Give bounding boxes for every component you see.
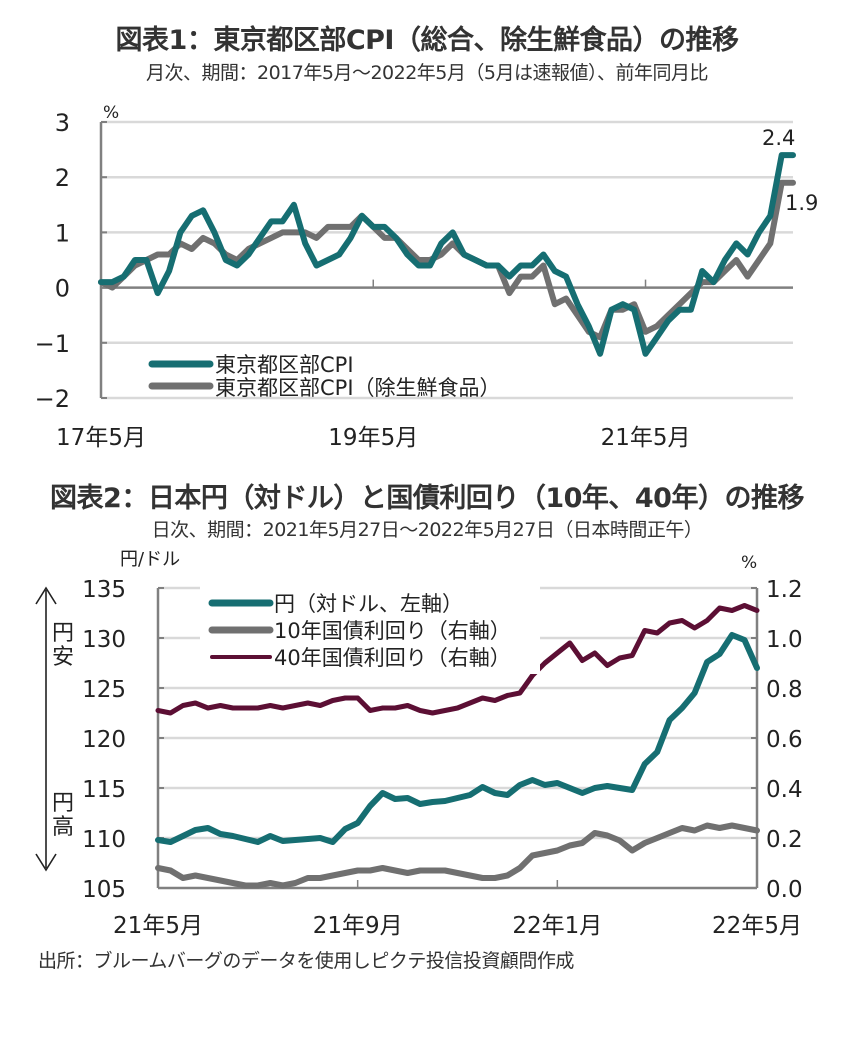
y-tick-label: 0 <box>55 275 70 303</box>
y-tick-label: 3 <box>55 109 70 137</box>
series-line-yen <box>155 632 760 845</box>
chart2-left-unit: 円/ドル <box>120 549 180 570</box>
side-label-char: 安 <box>52 645 74 670</box>
y-tick-label: −2 <box>35 385 70 413</box>
chart1-subtitle: 月次、期間：2017年5月～2022年5月（5月は速報値）、前年同月比 <box>146 62 708 84</box>
yen-direction-arrow <box>35 586 57 872</box>
side-label-char: 円 <box>52 621 74 646</box>
x-tick-label: 17年5月 <box>56 425 146 451</box>
x-tick-label: 19年5月 <box>328 425 418 451</box>
label-yen-strong: 円高 <box>52 791 74 840</box>
legend-label-jgb10: 10年国債利回り（右軸） <box>274 619 511 643</box>
y-tick-label: 1 <box>55 219 70 247</box>
y-right-tick-label: 0.8 <box>766 677 803 703</box>
arrow-up-icon <box>35 586 57 605</box>
side-label-char: 高 <box>52 815 74 840</box>
y-left-tick-label: 110 <box>82 827 126 853</box>
chart1-legend: 東京都区部CPI 東京都区部CPI（除生鮮食品） <box>148 353 501 400</box>
chart2-yen-yields: 135 1.2 130 1.0 125 0.8 120 0.6 115 0.4 110 0.2 105 0… <box>35 549 803 939</box>
annotation-cpi-latest: 2.4 <box>762 126 795 150</box>
label-yen-weak: 円安 <box>52 621 74 670</box>
legend-label-yen: 円（対ドル、左軸） <box>274 592 463 616</box>
legend-label-cpi-core: 東京都区部CPI（除生鮮食品） <box>215 376 501 400</box>
chart1-cpi: 3 2 1 0 −1 −2 17年5月 19年5月 21年5月 % 東京都区部CPI 東京都区… <box>35 103 819 451</box>
y-right-tick-label: 0.2 <box>766 827 803 853</box>
chart2-right-unit: % <box>741 553 757 573</box>
x-tick-label: 22年5月 <box>712 913 802 939</box>
x-tick-label: 22年1月 <box>512 913 602 939</box>
y-left-tick-label: 120 <box>82 727 126 753</box>
y-right-tick-label: 0.0 <box>766 877 803 903</box>
y-left-tick-label: 130 <box>82 627 126 653</box>
legend-label-cpi: 東京都区部CPI <box>215 353 354 377</box>
y-left-tick-label: 135 <box>82 577 126 603</box>
chart2-legend: 円（対ドル、左軸） 10年国債利回り（右軸） 40年国債利回り（右軸） <box>200 586 540 674</box>
y-left-tick-label: 115 <box>82 777 126 803</box>
chart2-title: 図表2：日本円（対ドル）と国債利回り（10年、40年）の推移 <box>50 483 804 514</box>
y-right-tick-label: 0.4 <box>766 777 803 803</box>
y-tick-label: −1 <box>35 330 70 358</box>
series-line-cpi-core <box>98 179 796 341</box>
side-label-char: 円 <box>52 791 74 816</box>
x-tick-label: 21年5月 <box>601 425 691 451</box>
x-tick-label: 21年5月 <box>113 913 203 939</box>
y-right-tick-label: 1.0 <box>766 627 803 653</box>
chart2-subtitle: 日次、期間：2021年5月27日～2022年5月27日（日本時間正午） <box>151 519 703 541</box>
y-right-tick-label: 0.6 <box>766 727 803 753</box>
y-left-tick-label: 125 <box>82 677 126 703</box>
chart1-title: 図表1：東京都区部CPI（総合、除生鮮食品）の推移 <box>115 25 739 56</box>
y-tick-label: 2 <box>55 164 70 192</box>
x-tick-label: 21年9月 <box>313 913 403 939</box>
source-note: 出所：ブルームバーグのデータを使用しピクテ投信投資顧問作成 <box>38 950 574 972</box>
chart1-y-unit: % <box>103 103 119 123</box>
series-line-cpi <box>98 152 796 357</box>
legend-label-jgb40: 40年国債利回り（右軸） <box>274 646 511 670</box>
y-left-tick-label: 105 <box>82 877 126 903</box>
annotation-cpi-core-latest: 1.9 <box>785 191 818 215</box>
series-line-jgb10 <box>155 822 760 889</box>
series-line-jgb40 <box>155 603 760 716</box>
y-right-tick-label: 1.2 <box>766 577 803 603</box>
arrow-down-icon <box>35 853 57 872</box>
